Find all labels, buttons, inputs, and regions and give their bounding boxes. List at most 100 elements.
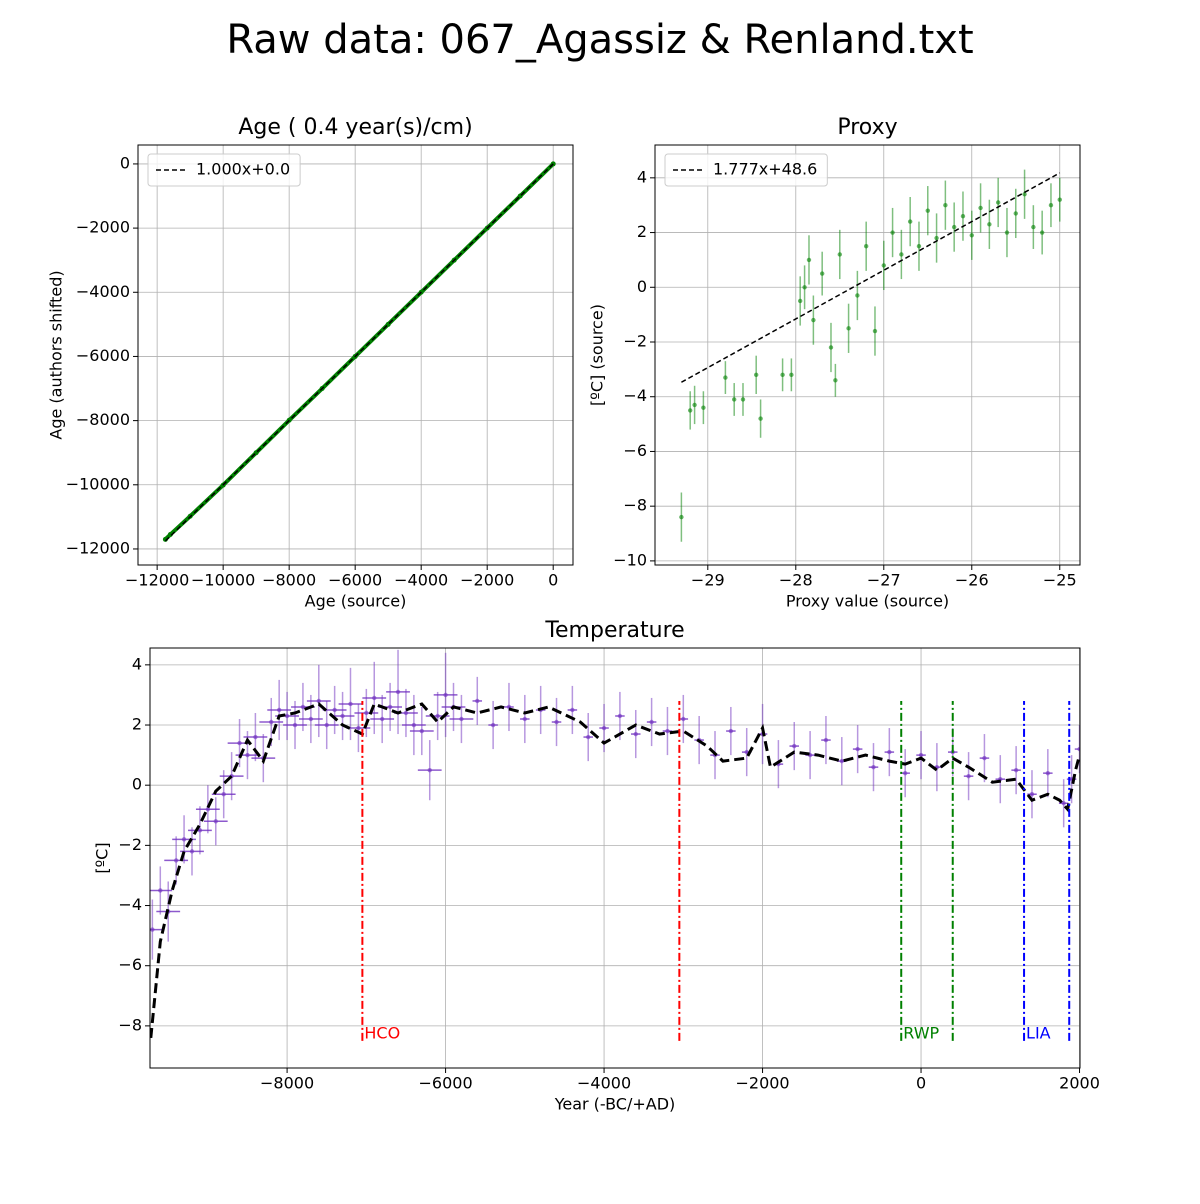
data-point [1039,230,1045,235]
y-tick-label: −2 [623,332,647,351]
data-point [701,405,706,410]
data-point [459,716,464,722]
data-point [617,713,623,719]
data-point [723,375,728,380]
data-point [907,219,913,224]
data-point [731,397,737,402]
data-point [887,749,892,755]
data-point [802,285,807,290]
data-point [308,716,314,722]
y-tick-label: −8000 [76,410,130,429]
data-point [902,770,908,776]
x-axis-label: Proxy value (source) [786,592,949,611]
data-point [679,514,684,520]
x-tick-label: −28 [779,571,813,590]
x-tick-label: −4000 [394,571,448,590]
data-point [833,378,838,383]
data-point [863,244,869,249]
data-point [213,819,218,824]
y-tick-label: −8 [118,1015,142,1034]
data-point [943,202,948,208]
data-point [1022,192,1027,197]
data-point [871,764,876,770]
y-tick-label: 2 [132,715,142,734]
data-point [881,263,886,268]
y-tick-label: −4000 [76,282,130,301]
data-point [1048,202,1054,208]
y-tick-label: 4 [132,654,142,673]
x-tick-label: −4000 [577,1074,631,1093]
data-point [1061,801,1066,806]
data-point [324,722,329,728]
data-point [823,737,829,743]
data-point [1045,770,1051,776]
axes-frame [654,144,1081,566]
y-tick-label: −6 [623,441,647,460]
data-point [490,722,496,728]
data-point [969,233,974,238]
data-point [792,743,797,749]
data-point [806,257,812,263]
subplot-title: Temperature [544,618,684,643]
subplot: −29 −28 −27 −26 −25 −10 −8 −6 −4 −2 0 2 4 Proxy Proxy … [588,115,1081,611]
y-tick-label: −8 [623,496,647,515]
fit-line [164,163,554,542]
data-point [316,698,321,704]
y-tick-label: −10 [613,550,647,569]
data-point [284,713,290,719]
data-point [237,740,242,746]
data-point [872,328,878,334]
data-point [269,719,274,725]
data-point [300,704,306,710]
data-point [158,888,163,893]
y-tick-label: 0 [132,775,142,794]
x-tick-label: −29 [691,571,725,590]
y-tick-label: −4 [623,386,647,405]
data-point [348,701,353,707]
plot-area [162,161,556,542]
x-tick-label: −6000 [419,1074,473,1093]
subplot: −8000 −6000 −4000 −2000 0 2000 −8 −6 −4 −2 0 2 4 Temp… [93,618,1100,1114]
data-point [665,728,670,734]
data-point [951,224,957,230]
data-point [982,755,987,761]
fit-line [150,702,1080,1039]
plot-area [679,169,1062,542]
data-point [925,208,930,213]
data-point [758,416,763,421]
x-tick-label: 0 [916,1074,926,1093]
data-point [960,213,966,219]
y-axis-label: [ºC] [93,842,112,873]
data-point [780,372,785,378]
x-tick-label: −6000 [328,571,382,590]
data-point [918,752,924,758]
x-tick-label: −25 [1043,571,1077,590]
data-point [570,707,575,713]
data-point [899,252,904,257]
data-point [197,828,203,833]
data-point [435,713,440,719]
y-tick-label: −2 [118,835,142,854]
data-point [1013,767,1019,773]
data-point [855,746,860,752]
data-point [189,849,195,854]
data-point [819,271,825,276]
data-point [828,345,834,350]
x-tick-label: −10000 [191,571,255,590]
legend-frame [147,153,301,187]
y-tick-label: −2000 [76,218,130,237]
x-tick-label: −26 [955,571,989,590]
data-point [387,704,393,710]
legend-frame [664,153,828,187]
data-point [356,725,361,731]
data-point [372,695,377,701]
data-point [839,758,844,764]
axes-frame [137,144,574,566]
data-point [692,402,697,408]
data-point [1077,746,1080,752]
y-tick-label: 0 [637,277,647,296]
data-point [253,734,258,740]
data-point [855,293,860,298]
x-tick-label: −12000 [125,571,189,590]
data-point [649,719,654,725]
